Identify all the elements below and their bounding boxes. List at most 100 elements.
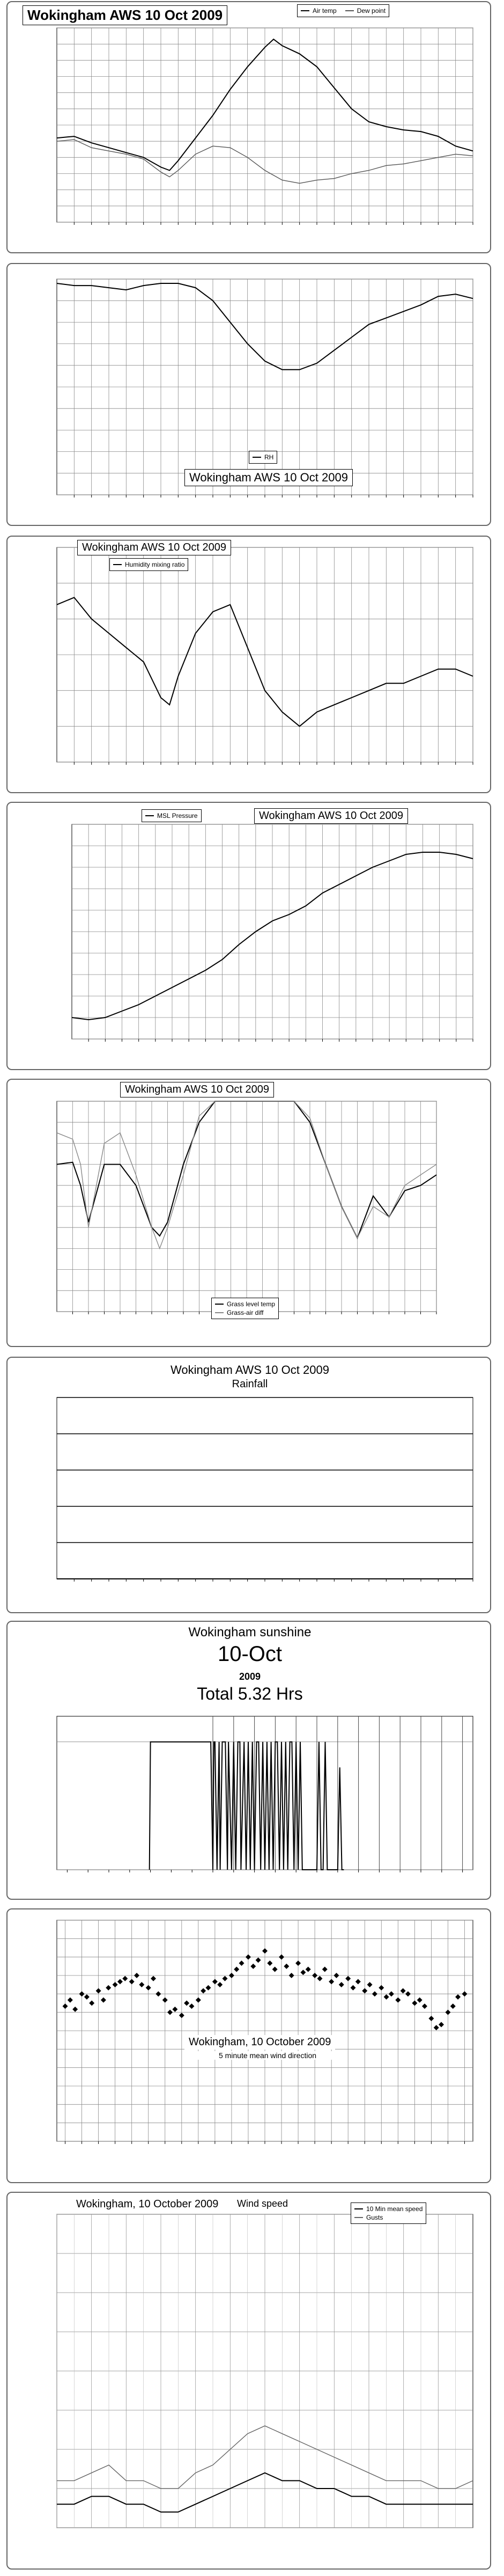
wspd-chart <box>56 2214 473 2528</box>
wdir-chart-title: Wokingham, 10 October 2009 <box>184 2035 336 2050</box>
wdir-data-point <box>405 1991 411 1997</box>
wdir-data-point <box>134 1973 139 1978</box>
wdir-data-point <box>212 1979 218 1985</box>
wdir-data-point <box>345 1975 351 1981</box>
pressure-chart-panel: MSL Pressure Wokingham AWS 10 Oct 2009 <box>6 802 491 1070</box>
wspd-chart-subtitle: Wind speed <box>237 2198 288 2209</box>
wdir-data-point <box>217 1982 223 1988</box>
wdir-data-point <box>67 1997 73 2003</box>
sun-series-line <box>149 1741 344 1870</box>
wdir-data-point <box>195 1997 201 2003</box>
wdir-data-point <box>305 1966 311 1972</box>
wdir-data-point <box>62 2003 68 2009</box>
pressure-chart-title: Wokingham AWS 10 Oct 2009 <box>254 808 409 824</box>
wdir-data-point <box>262 1948 268 1954</box>
legend-hmr: Humidity mixing ratio <box>125 561 185 568</box>
grass-chart-panel: Wokingham AWS 10 Oct 2009 Grass level te… <box>6 1079 491 1347</box>
wdir-data-point <box>167 2009 173 2015</box>
wdir-data-point <box>379 1985 384 1990</box>
wdir-data-point <box>312 1973 318 1978</box>
wdir-data-point <box>439 2022 444 2028</box>
wdir-data-point <box>122 1975 128 1981</box>
wdir-data-point <box>245 1954 251 1960</box>
wdir-data-point <box>95 1988 101 1994</box>
wdir-data-point <box>450 2003 456 2009</box>
legend-air-temp: Air temp <box>313 7 337 14</box>
wdir-data-point <box>100 1997 106 2003</box>
wdir-data-point <box>421 2003 427 2009</box>
wdir-data-point <box>222 1975 228 1981</box>
wdir-data-point <box>433 2025 439 2031</box>
rain-chart-subtitle: Rainfall <box>232 1378 268 1390</box>
temp-series-line-2 <box>56 139 473 184</box>
sun-chart-total: Total 5.32 Hrs <box>197 1684 303 1703</box>
wdir-data-point <box>333 1973 339 1978</box>
grass-chart <box>56 1101 437 1314</box>
wdir-data-point <box>255 1957 261 1963</box>
legend-grass-level-temp: Grass level temp <box>227 1300 276 1308</box>
wdir-chart <box>56 1920 473 2144</box>
temp-chart-title: Wokingham AWS 10 Oct 2009 <box>23 5 228 25</box>
hmr-chart-title: Wokingham AWS 10 Oct 2009 <box>77 540 232 555</box>
wdir-chart-panel: Wokingham, 10 October 2009 5 minute mean… <box>6 1908 491 2183</box>
sun-chart-year: 2009 <box>239 1671 261 1682</box>
wdir-data-point <box>395 1997 401 2003</box>
hmr-chart <box>56 547 473 765</box>
wdir-data-point <box>284 1963 290 1969</box>
wdir-data-point <box>172 2006 178 2012</box>
pressure-series-line-1 <box>71 852 473 1021</box>
wdir-data-point <box>383 1994 389 2000</box>
wdir-data-point <box>295 1960 301 1966</box>
wdir-data-point <box>234 1966 240 1972</box>
wdir-data-point <box>455 1994 461 2000</box>
wdir-data-point <box>329 1979 335 1985</box>
wdir-data-point <box>250 1963 256 1969</box>
wdir-data-point <box>84 1994 90 2000</box>
pressure-chart <box>71 824 473 1042</box>
wdir-data-point <box>388 1991 394 1997</box>
legend-gusts: Gusts <box>366 2214 383 2221</box>
wdir-data-point <box>117 1979 123 1985</box>
hmr-series-line-1 <box>56 597 473 727</box>
hmr-legend: Humidity mixing ratio <box>109 558 189 571</box>
wdir-data-point <box>201 1988 206 1994</box>
wdir-data-point <box>322 1966 328 1972</box>
rh-chart-panel: RH Wokingham AWS 10 Oct 2009 <box>6 263 491 526</box>
wdir-data-point <box>139 1982 145 1988</box>
wdir-data-point <box>205 1985 211 1990</box>
wdir-data-point <box>239 1960 244 1966</box>
wdir-data-point <box>112 1982 118 1988</box>
wdir-data-point <box>272 1966 278 1972</box>
rh-series-line-1 <box>56 283 473 370</box>
legend-grass-air-diff: Grass-air diff <box>227 1309 264 1316</box>
temp-legend: Air temp Dew point <box>297 4 390 17</box>
temp-series-line-1 <box>56 38 473 171</box>
wdir-data-point <box>151 1975 157 1981</box>
legend-dew-point: Dew point <box>357 7 386 14</box>
wdir-data-point <box>350 1985 356 1990</box>
wdir-data-point <box>445 2009 451 2015</box>
sun-chart-panel: Wokingham sunshine 10-Oct 2009 Total 5.3… <box>6 1621 491 1900</box>
pressure-legend: MSL Pressure <box>142 809 202 822</box>
legend-msl-pressure: MSL Pressure <box>157 812 198 819</box>
wdir-data-point <box>362 1988 368 1994</box>
wdir-data-point <box>338 1982 344 1988</box>
wdir-data-point <box>355 1979 361 1985</box>
wdir-data-point <box>155 1991 161 1997</box>
hmr-chart-panel: Wokingham AWS 10 Oct 2009 Humidity mixin… <box>6 536 491 793</box>
rain-chart <box>56 1397 473 1582</box>
wdir-data-point <box>279 1954 285 1960</box>
temp-chart-panel: Wokingham AWS 10 Oct 2009 Air temp Dew p… <box>6 1 491 253</box>
wdir-data-point <box>288 1973 294 1978</box>
wspd-legend: 10 Min mean speed Gusts <box>351 2202 427 2224</box>
wdir-data-point <box>162 1997 168 2003</box>
wdir-data-point <box>417 1997 423 2003</box>
wspd-series-line-2 <box>57 2425 473 2489</box>
wdir-data-point <box>89 2000 95 2006</box>
wdir-data-point <box>267 1960 273 1966</box>
wdir-data-point <box>79 1991 85 1997</box>
wspd-chart-title: Wokingham, 10 October 2009 <box>76 2198 219 2210</box>
sun-chart-subtitle: 10-Oct <box>217 1642 283 1666</box>
wdir-data-point <box>412 2000 418 2006</box>
wdir-data-point <box>428 2016 434 2022</box>
